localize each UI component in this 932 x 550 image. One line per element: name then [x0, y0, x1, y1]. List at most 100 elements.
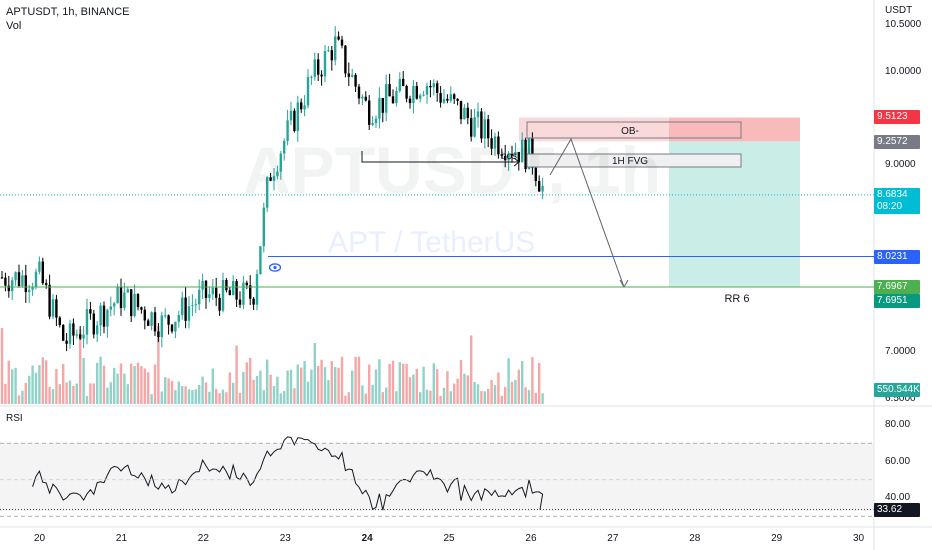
volume-bar	[490, 380, 493, 404]
time-tick-label: 27	[607, 533, 619, 544]
candle-body	[266, 177, 269, 208]
candle-body	[388, 84, 391, 97]
time-tick-label: 26	[525, 533, 537, 544]
volume-bar	[204, 382, 208, 404]
candle-body	[429, 85, 432, 88]
candle-body	[289, 110, 293, 121]
current-price-value: 8.6834	[877, 189, 908, 200]
candle-body	[313, 59, 316, 77]
volume-bar	[143, 368, 146, 404]
volume-bar	[497, 372, 500, 404]
candle-body	[218, 297, 221, 311]
volume-bar	[0, 328, 4, 404]
candle-body	[402, 78, 405, 87]
volume-bar	[31, 365, 34, 404]
chart-title: APTUSDT, 1h, BINANCE Vol	[6, 5, 129, 33]
rr-label: RR 6	[724, 293, 749, 305]
candle-body	[68, 323, 72, 344]
candle-body	[113, 303, 116, 307]
volume-bar	[402, 363, 405, 404]
candle-body	[157, 331, 160, 338]
volume-bar	[194, 389, 197, 404]
volume-bar	[323, 367, 327, 404]
candle-body	[170, 324, 174, 332]
symbol-line[interactable]: APTUSDT, 1h, BINANCE	[6, 6, 130, 18]
candle-body	[507, 153, 510, 161]
volume-bar	[422, 366, 425, 404]
candle-body	[225, 279, 228, 291]
candle-body	[21, 275, 24, 286]
volume-bar	[493, 385, 497, 404]
volume-bar	[500, 395, 503, 404]
volume-bar	[201, 376, 204, 404]
volume-bar	[340, 356, 344, 404]
eye-icon[interactable]	[269, 263, 281, 272]
volume-bar	[483, 391, 486, 404]
candle-body	[55, 299, 58, 318]
volume-bar	[453, 383, 456, 404]
volume-bar	[48, 386, 51, 404]
volume-bar	[306, 381, 310, 404]
candle-body	[204, 280, 208, 298]
candle-body	[293, 110, 296, 132]
price-tick-label: 10.0000	[885, 66, 922, 77]
candle-body	[106, 309, 109, 327]
candle-body	[51, 299, 55, 317]
stop-loss-zone-projection	[669, 117, 800, 142]
candle-body	[323, 51, 327, 77]
time-tick-label: 28	[689, 533, 701, 544]
candle-body	[300, 102, 303, 110]
candle-body	[480, 111, 483, 139]
candle-body	[306, 77, 310, 106]
volume-bar	[296, 364, 299, 404]
volume-bar	[531, 357, 534, 404]
volume-indicator-label[interactable]: Vol	[6, 20, 22, 32]
volume-bar	[102, 365, 106, 404]
volume-bar	[521, 361, 524, 404]
candle-body	[521, 139, 524, 163]
volume-bar	[150, 394, 153, 404]
volume-bar	[463, 373, 466, 404]
volume-bar	[395, 391, 398, 404]
volume-bar	[235, 345, 238, 404]
position-zones	[519, 117, 800, 287]
time-tick-label: 21	[115, 533, 128, 544]
candle-body	[531, 138, 534, 168]
volume-bar	[157, 326, 160, 404]
fvg-label: 1H FVG	[612, 156, 648, 167]
volume-bar	[459, 359, 463, 404]
volume-bar	[419, 392, 422, 404]
candle-body	[85, 309, 89, 335]
volume-bar	[68, 380, 72, 404]
candle-body	[487, 119, 490, 139]
candle-body	[4, 277, 7, 286]
candle-body	[381, 97, 384, 113]
volume-bar	[425, 389, 429, 404]
volume-bar	[99, 356, 102, 404]
time-tick-label: 29	[771, 533, 783, 544]
candle-body	[327, 50, 330, 52]
volume-bar	[211, 368, 214, 404]
volume-bar	[181, 385, 184, 404]
currency-label[interactable]: USDT	[885, 5, 913, 16]
volume-bar	[347, 392, 350, 404]
rsi-label[interactable]: RSI	[6, 413, 23, 424]
candle-body	[147, 320, 150, 326]
candle-body	[432, 83, 435, 88]
candle-body	[473, 117, 476, 137]
volume-bar	[89, 383, 92, 404]
candle-body	[102, 305, 106, 327]
candle-body	[534, 167, 537, 181]
volume-bar	[272, 386, 276, 404]
candle-body	[514, 152, 517, 156]
volume-bar	[276, 376, 279, 404]
candle-body	[245, 282, 248, 286]
volume-bar	[255, 375, 259, 404]
candle-body	[286, 120, 289, 142]
projection-path	[549, 137, 625, 288]
candle-body	[364, 96, 367, 101]
volume-bar	[344, 395, 347, 404]
candle-body	[524, 139, 527, 170]
candle-body	[187, 306, 191, 321]
